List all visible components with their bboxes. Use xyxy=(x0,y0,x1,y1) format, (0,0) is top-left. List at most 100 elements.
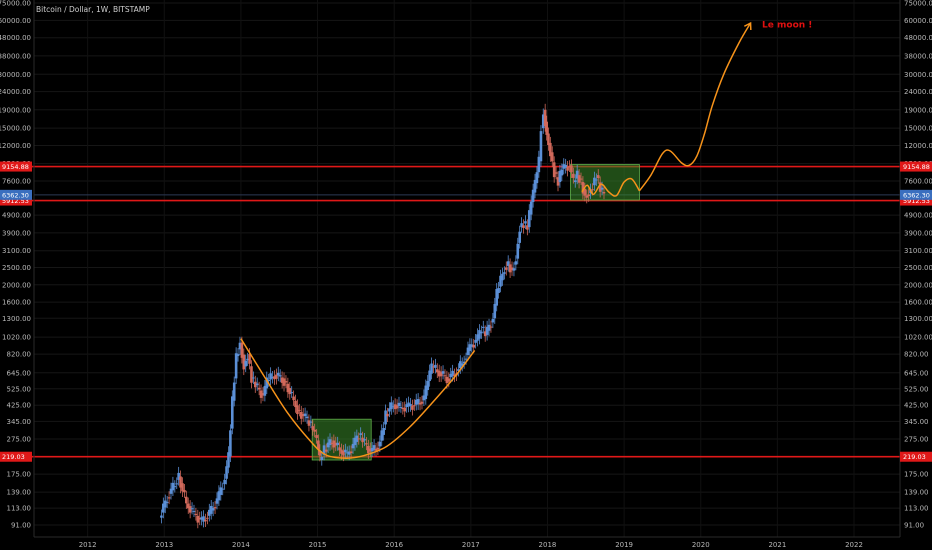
candle-body xyxy=(211,507,215,511)
candle-body xyxy=(535,172,539,184)
candle-body xyxy=(460,363,464,366)
candle-body xyxy=(428,370,431,382)
candle-body xyxy=(252,377,255,379)
candle-body xyxy=(345,452,349,454)
grid xyxy=(34,0,900,537)
left-tick-label: 1020.00 xyxy=(2,334,31,342)
candle-body xyxy=(447,378,451,382)
candle-body xyxy=(217,491,221,501)
candle-body xyxy=(290,392,293,394)
candle-body xyxy=(349,451,353,454)
candle-body xyxy=(487,324,491,331)
candle-body xyxy=(424,385,428,400)
candle-body xyxy=(370,447,374,452)
candle-body xyxy=(430,363,433,374)
candle-body xyxy=(223,479,226,485)
candle-body xyxy=(359,433,362,435)
candle-body xyxy=(305,416,309,419)
left-tick-label: 24000.00 xyxy=(0,88,31,96)
time-axis[interactable]: 2012 2013 2014 2015 2016 2017 2018 2019 2020 2021… xyxy=(34,536,900,549)
chart-title: Bitcoin / Dollar, 1W, BITSTAMP xyxy=(36,5,150,14)
candle-body xyxy=(221,488,225,490)
candle-body xyxy=(351,443,355,449)
candle-body xyxy=(434,364,437,368)
left-tick-label: 91.00 xyxy=(11,522,31,530)
candle-body xyxy=(514,261,518,265)
candle-body xyxy=(229,430,232,457)
candle-body xyxy=(526,225,529,230)
candle-body xyxy=(186,503,190,509)
left-tick-label: 1600.00 xyxy=(2,299,31,307)
time-tick-label: 2016 xyxy=(385,541,403,549)
time-tick-label: 2012 xyxy=(79,541,97,549)
candle-body xyxy=(196,515,200,523)
candle-body xyxy=(162,503,165,513)
level-badge xyxy=(0,195,32,206)
candle-body xyxy=(570,165,573,173)
candle-body xyxy=(213,507,217,509)
candle-body xyxy=(202,516,205,522)
candle-body xyxy=(188,506,192,513)
candle-body xyxy=(485,326,489,335)
right-tick-label: 3100.00 xyxy=(904,247,932,255)
candle-body xyxy=(190,508,194,510)
left-tick-label: 7600.00 xyxy=(2,178,31,186)
candle-body xyxy=(397,402,401,407)
left-tick-label: 525.00 xyxy=(7,385,32,393)
candle-body xyxy=(318,450,322,456)
candle-body xyxy=(552,162,556,178)
candle-body xyxy=(581,182,585,194)
candle-body xyxy=(367,445,370,454)
candle-body xyxy=(248,354,251,364)
candle-body xyxy=(361,437,364,443)
candle-body xyxy=(418,402,422,405)
candle-body xyxy=(276,372,280,376)
candle-body xyxy=(365,443,368,445)
candle-body xyxy=(355,435,359,442)
candle-body xyxy=(554,172,558,174)
candle-body xyxy=(508,264,512,273)
candle-body xyxy=(518,231,521,243)
candle-body xyxy=(436,369,439,373)
candle-body xyxy=(476,334,479,341)
candle-body xyxy=(227,452,230,468)
left-tick-label: 15000.00 xyxy=(0,125,31,133)
right-tick-label: 345.00 xyxy=(904,418,929,426)
candle-body xyxy=(403,407,407,412)
candle-body xyxy=(478,330,481,339)
left-tick-label: 38000.00 xyxy=(0,52,31,60)
left-tick-label: 2000.00 xyxy=(2,281,31,289)
last-price-badge xyxy=(900,189,932,200)
curve-cup xyxy=(240,338,476,459)
candle-body xyxy=(380,430,384,441)
candle-body xyxy=(474,339,477,343)
candle-body xyxy=(529,201,533,215)
candle-body xyxy=(550,152,554,162)
candle-body xyxy=(378,441,382,447)
left-tick-label: 12000.00 xyxy=(0,142,31,150)
candle-body xyxy=(579,178,583,180)
candle-body xyxy=(263,385,267,396)
time-tick-label: 2019 xyxy=(615,541,633,549)
candle-body xyxy=(416,399,420,405)
candle-body xyxy=(374,448,378,451)
candle-body xyxy=(533,179,537,193)
candle-body xyxy=(556,177,560,186)
candle-body xyxy=(244,360,248,367)
candle-body xyxy=(468,344,472,351)
candle-body xyxy=(261,393,265,396)
right-tick-label: 3900.00 xyxy=(904,229,932,237)
candle-body xyxy=(163,500,167,508)
candle-body xyxy=(265,377,269,389)
candle-body xyxy=(250,366,253,383)
candle-body xyxy=(480,331,483,334)
candle-body xyxy=(179,476,182,488)
candle-body xyxy=(437,370,441,377)
right-tick-label: 15000.00 xyxy=(904,125,932,133)
level-badge xyxy=(0,451,32,462)
time-tick-label: 2015 xyxy=(309,541,327,549)
left-tick-label: 3100.00 xyxy=(2,247,31,255)
candle-body xyxy=(547,133,550,146)
candle-body xyxy=(296,405,299,415)
